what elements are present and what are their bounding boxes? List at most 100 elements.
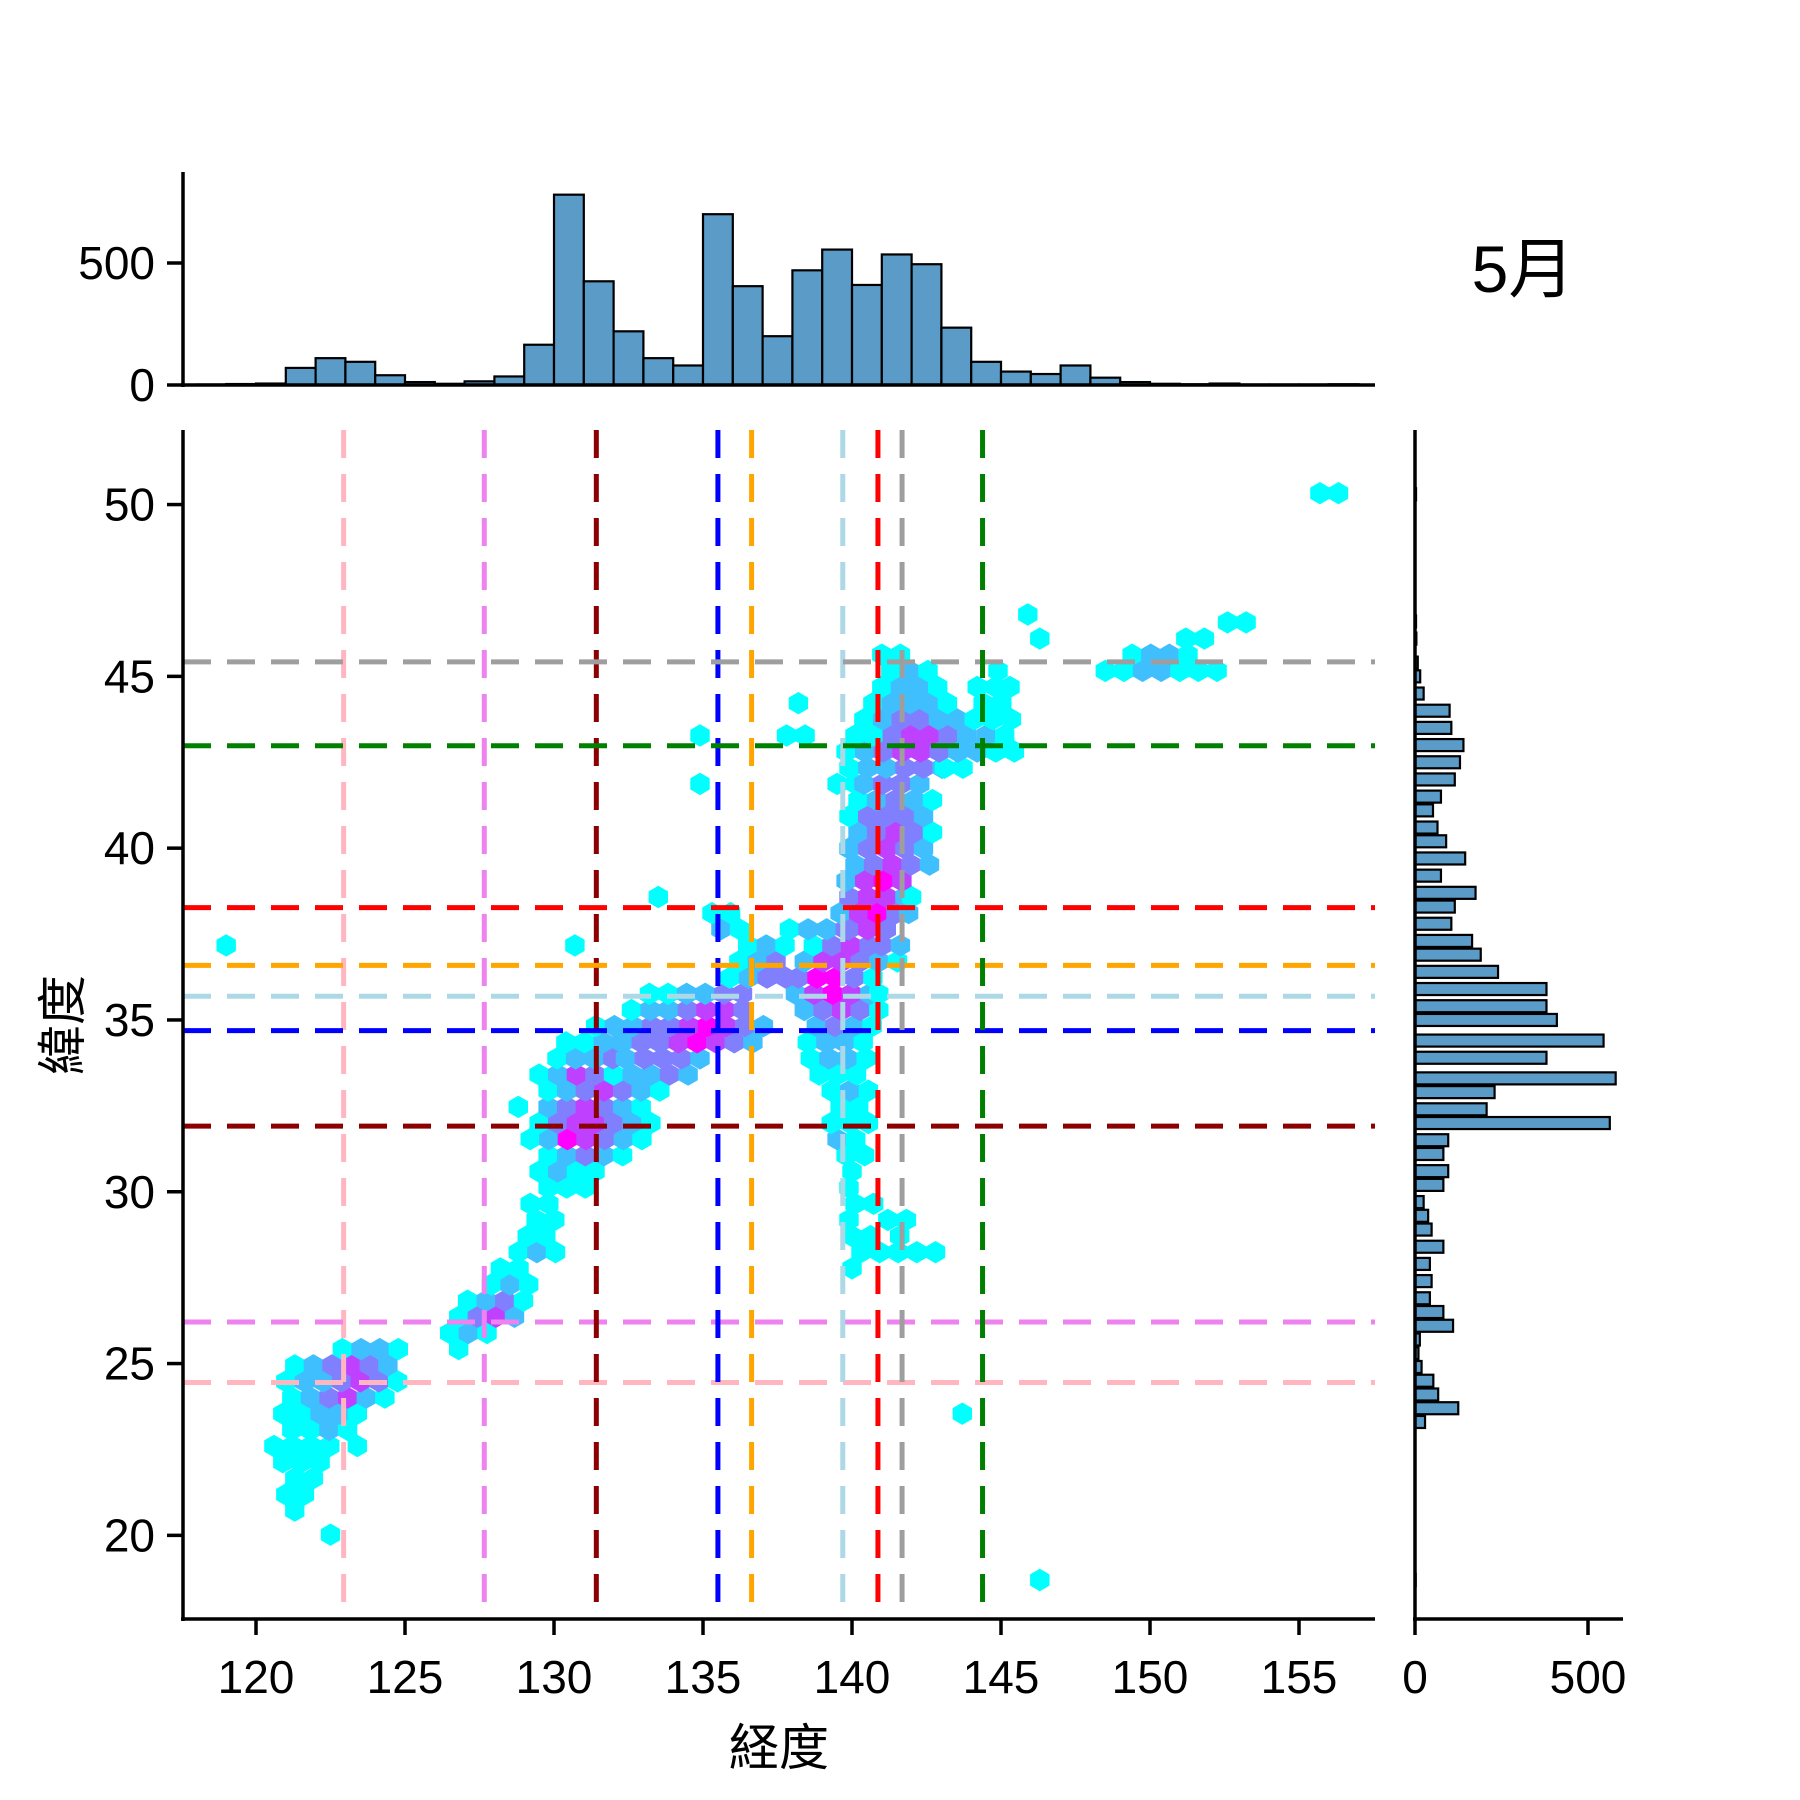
top-hist-bar xyxy=(999,370,1032,387)
hex-cell-tier-2 xyxy=(876,805,896,828)
hex-cell-tier-0 xyxy=(264,1434,284,1458)
right-hist-bar xyxy=(1413,899,1456,914)
hex-cell-tier-0 xyxy=(547,1047,567,1070)
hex-cell-tier-0 xyxy=(839,805,859,828)
hex-cell-tier-3 xyxy=(576,1128,596,1151)
hex-cell-tier-0 xyxy=(846,1063,867,1086)
hex-cell-tier-1 xyxy=(900,692,920,715)
hex-cell-tier-0 xyxy=(517,1224,537,1248)
top-hist-bar xyxy=(612,330,645,387)
hex-cell-tier-0 xyxy=(216,934,236,957)
hex-cell-tier-0 xyxy=(291,1402,312,1425)
right-hist-bar xyxy=(1413,1401,1460,1416)
hex-cell-tier-0 xyxy=(1114,659,1134,683)
hex-cell-tier-3 xyxy=(575,1095,595,1119)
hex-cell-tier-2 xyxy=(671,1047,692,1070)
hex-cell-tier-1 xyxy=(303,1354,324,1377)
hex-cell-tier-0 xyxy=(282,1418,302,1442)
hex-cell-tier-0 xyxy=(1176,627,1196,650)
hex-cell-tier-1 xyxy=(890,934,911,957)
top-hist-bar xyxy=(1059,364,1092,387)
hex-cell-tier-0 xyxy=(508,1095,528,1119)
hex-cell-tier-2 xyxy=(882,724,902,747)
hex-cell-tier-0 xyxy=(566,1160,587,1183)
hex-cell-tier-2 xyxy=(938,724,958,747)
hex-cell-tier-1 xyxy=(613,1128,633,1151)
hex-cell-tier-1 xyxy=(351,1337,371,1361)
hex-cell-tier-0 xyxy=(1328,482,1349,505)
hex-cell-tier-4 xyxy=(822,982,843,1005)
hex-cell-tier-0 xyxy=(273,1451,293,1474)
hex-cell-tier-0 xyxy=(539,1192,559,1215)
hex-cell-tier-1 xyxy=(756,934,776,957)
hex-cell-tier-0 xyxy=(556,1031,576,1054)
top-hist-bar xyxy=(284,366,317,387)
hex-cell-tier-2 xyxy=(901,853,921,876)
hex-cell-tier-2 xyxy=(650,1031,670,1054)
hex-cell-tier-3 xyxy=(855,869,875,892)
right-hist-bar xyxy=(1413,1146,1445,1162)
hex-cell-tier-0 xyxy=(907,1241,927,1264)
hex-cell-tier-2 xyxy=(844,966,864,989)
hex-cell-tier-1 xyxy=(565,1047,586,1070)
hex-cell-tier-0 xyxy=(1030,627,1050,650)
hex-cell-tier-0 xyxy=(995,724,1015,747)
right-hist-bar xyxy=(1413,1115,1611,1131)
right-hist-bar xyxy=(1413,1033,1605,1048)
hex-cell-tier-3 xyxy=(876,885,896,909)
hex-cell-tier-0 xyxy=(1000,675,1020,699)
hex-cell-tier-1 xyxy=(310,1402,330,1425)
hex-cell-tier-0 xyxy=(848,788,868,812)
hex-cell-tier-0 xyxy=(545,1241,566,1264)
hex-cell-tier-0 xyxy=(1188,659,1209,683)
hex-cell-tier-0 xyxy=(509,1257,529,1280)
hex-cell-tier-2 xyxy=(653,1047,673,1070)
hex-cell-tier-0 xyxy=(1030,1568,1050,1592)
hex-cell-tier-0 xyxy=(565,934,585,957)
hex-cell-tier-0 xyxy=(294,1483,315,1506)
hex-cell-tier-0 xyxy=(519,1273,539,1296)
hex-cell-tier-1 xyxy=(356,1386,376,1409)
right-hist-bar xyxy=(1413,999,1548,1014)
hex-cell-tier-3 xyxy=(910,740,931,763)
hex-cell-tier-2 xyxy=(359,1354,379,1377)
hex-cell-tier-0 xyxy=(983,708,1003,731)
hex-cell-tier-1 xyxy=(641,1063,661,1086)
hex-cell-tier-1 xyxy=(622,1063,642,1086)
hex-cell-tier-1 xyxy=(548,1160,568,1183)
top-hist-bar xyxy=(344,360,377,387)
hex-cell-tier-0 xyxy=(937,692,958,715)
hex-cell-tier-0 xyxy=(285,1354,305,1377)
top-hist-tick-label: 0 xyxy=(129,359,155,411)
hex-cell-tier-0 xyxy=(632,1128,652,1151)
hex-cell-tier-0 xyxy=(347,1402,367,1425)
hex-cell-tier-0 xyxy=(869,1241,890,1264)
top-hist-bar xyxy=(850,283,883,387)
right-hist-bar xyxy=(1413,885,1477,900)
hex-cell-tier-2 xyxy=(612,1079,633,1102)
hex-cell-tier-0 xyxy=(529,1063,549,1086)
hex-cell-tier-0 xyxy=(282,1386,302,1409)
x-tick-label: 140 xyxy=(814,1651,891,1703)
hex-cell-tier-1 xyxy=(913,837,934,860)
hex-cell-tier-3 xyxy=(594,1079,614,1102)
right-hist-bar xyxy=(1413,933,1474,949)
top-hist-bar xyxy=(970,360,1003,387)
hex-cell-tier-1 xyxy=(604,1014,625,1038)
hex-cell-tier-2 xyxy=(895,805,915,828)
plot-title: 5月 xyxy=(1472,232,1575,306)
hex-cell-tier-2 xyxy=(319,1386,339,1409)
hex-cell-tier-0 xyxy=(901,885,922,909)
hex-cell-tier-3 xyxy=(876,837,896,860)
right-hist-bar xyxy=(1413,1373,1435,1388)
hex-cell-tier-0 xyxy=(729,918,750,941)
hex-cell-tier-0 xyxy=(856,1047,876,1070)
hex-cell-tier-0 xyxy=(853,1031,873,1054)
hex-cell-tier-1 xyxy=(890,675,911,699)
hex-cell-tier-0 xyxy=(800,1047,820,1070)
hex-cell-tier-1 xyxy=(1132,659,1153,683)
hex-cell-tier-3 xyxy=(696,998,716,1022)
right-hist-bar xyxy=(1413,1256,1431,1272)
crosshair-layer xyxy=(183,430,1375,1619)
